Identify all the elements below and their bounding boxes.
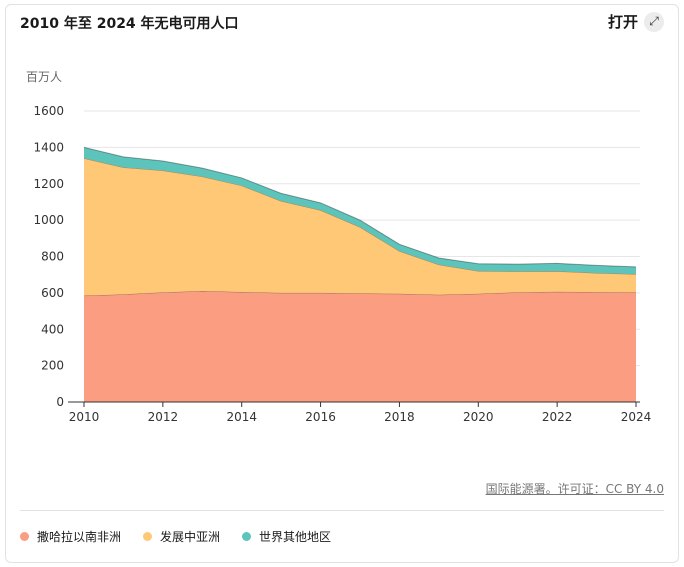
area-series-0[interactable] [84, 291, 636, 402]
legend-item-developing-asia[interactable]: 发展中亚洲 [143, 528, 220, 545]
y-tick-label-1400: 1400 [33, 140, 64, 154]
x-tick-label-2022: 2022 [542, 410, 573, 424]
y-tick-label-1000: 1000 [33, 213, 64, 227]
x-tick-label-2014: 2014 [226, 410, 257, 424]
legend-label-ssa: 撒哈拉以南非洲 [37, 530, 122, 544]
y-tick-label-400: 400 [41, 322, 64, 336]
x-tick-label-2010: 2010 [69, 410, 100, 424]
y-tick-label-800: 800 [41, 250, 64, 264]
legend-swatch-developing-asia [143, 532, 153, 541]
open-button[interactable]: 打开 ⤢ [608, 11, 664, 32]
legend: 撒哈拉以南非洲 发展中亚洲 世界其他地区 [20, 528, 331, 545]
x-tick-label-2012: 2012 [148, 410, 179, 424]
y-tick-label-0: 0 [56, 395, 64, 409]
y-tick-labels: 0 200 400 600 800 1000 1200 1400 1600 [33, 104, 64, 409]
area-series [83, 146, 637, 402]
legend-label-developing-asia: 发展中亚洲 [160, 530, 221, 544]
x-tick-labels: 2010 2012 2014 2016 2018 2020 2022 2024 [69, 410, 652, 424]
legend-item-ssa[interactable]: 撒哈拉以南非洲 [20, 528, 121, 545]
x-tick-label-2018: 2018 [384, 410, 415, 424]
axes [68, 401, 640, 407]
x-tick-label-2024: 2024 [621, 410, 652, 424]
legend-divider [20, 510, 664, 511]
chart-title: 2010 年至 2024 年无电可用人口 [20, 16, 239, 32]
series-line-2 [83, 146, 637, 268]
legend-item-rest-of-world[interactable]: 世界其他地区 [242, 528, 331, 545]
y-tick-label-1600: 1600 [33, 104, 64, 118]
x-tick-label-2016: 2016 [305, 410, 336, 424]
legend-swatch-ssa [20, 532, 29, 541]
area-series-2[interactable] [84, 147, 636, 275]
x-tick-label-2020: 2020 [463, 410, 494, 424]
source-license-link[interactable]: 国际能源署。许可证：CC BY 4.0 [485, 482, 664, 496]
y-tick-label-200: 200 [41, 359, 64, 373]
y-axis-unit-label: 百万人 [26, 70, 62, 84]
area-series-1[interactable] [84, 158, 636, 296]
y-tick-label-1200: 1200 [33, 177, 64, 191]
legend-label-rest-of-world: 世界其他地区 [259, 530, 332, 544]
open-label: 打开 [607, 13, 638, 31]
y-tick-label-600: 600 [41, 286, 64, 300]
legend-swatch-rest-of-world [242, 532, 252, 541]
expand-arrows-icon[interactable]: ⤢ [644, 11, 664, 32]
